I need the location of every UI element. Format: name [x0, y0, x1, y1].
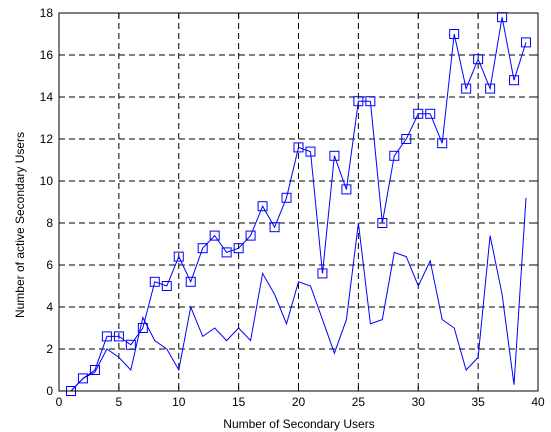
series-1-point	[353, 96, 364, 107]
x-tick-label: 5	[116, 395, 123, 409]
tick-layer: 0 5 10 15 20 25 30 35 40 0 2 4 6 8 10 12 14 16 18	[40, 6, 545, 409]
x-tick-label: 0	[56, 395, 63, 409]
series-1-point	[401, 134, 412, 144]
series-1-point	[437, 138, 448, 149]
y-tick-label: 16	[40, 48, 54, 62]
x-tick-label: 15	[232, 395, 246, 409]
x-tick-label: 10	[172, 395, 186, 409]
series-1-point	[113, 331, 124, 342]
series-1-point	[329, 150, 340, 161]
series-1-point	[161, 281, 172, 291]
series-1-point	[425, 108, 436, 119]
y-tick-label: 0	[46, 384, 53, 398]
series-1-point	[89, 365, 100, 375]
y-tick-label: 12	[40, 132, 54, 146]
x-tick-label: 40	[531, 395, 545, 409]
series-1-point	[341, 184, 352, 195]
y-tick-label: 2	[46, 342, 53, 356]
series-1-point	[257, 201, 268, 212]
series-1-point	[461, 83, 472, 94]
x-tick-label: 30	[412, 395, 426, 409]
series-1-point	[293, 142, 304, 153]
series-1-point	[389, 150, 400, 161]
y-tick-label: 18	[40, 6, 54, 20]
series-1-point	[125, 339, 136, 350]
series-1-point	[197, 243, 208, 254]
series-1-point	[485, 83, 496, 94]
series-1-point	[209, 230, 220, 241]
y-tick-label: 14	[40, 90, 54, 104]
y-tick-label: 6	[46, 258, 53, 272]
grid-layer	[59, 13, 538, 391]
series-1-point	[233, 243, 244, 254]
series-1-point	[521, 37, 532, 48]
series-1-point	[221, 247, 232, 258]
y-axis-label: Number of active Secondary Users	[13, 132, 27, 318]
series-layer	[65, 12, 532, 396]
series-1-point	[317, 268, 328, 279]
series-1-point	[377, 218, 388, 228]
series-1-point	[269, 222, 280, 233]
x-tick-label: 20	[292, 395, 306, 409]
series-1-point	[305, 146, 316, 157]
series-1-point	[173, 251, 184, 262]
x-axis-label: Number of Secondary Users	[223, 417, 374, 431]
series-1-point	[77, 373, 88, 384]
series-1-point	[137, 323, 148, 333]
y-tick-label: 10	[40, 174, 54, 188]
series-1-point	[449, 29, 460, 39]
series-1-point	[245, 230, 256, 241]
series-1-point	[365, 96, 376, 107]
series-1-point	[413, 108, 424, 119]
x-tick-label: 35	[471, 395, 485, 409]
series-1-point	[281, 192, 292, 203]
y-tick-label: 4	[46, 300, 53, 314]
y-tick-label: 8	[46, 216, 53, 230]
series-2-line	[70, 197, 527, 392]
series-1-point	[185, 276, 196, 287]
series-1-point	[509, 75, 520, 86]
series-1-point	[473, 54, 484, 65]
series-1-line	[70, 17, 527, 392]
x-tick-label: 25	[352, 395, 366, 409]
series-1-point	[149, 276, 160, 287]
series-1-point	[101, 331, 112, 342]
